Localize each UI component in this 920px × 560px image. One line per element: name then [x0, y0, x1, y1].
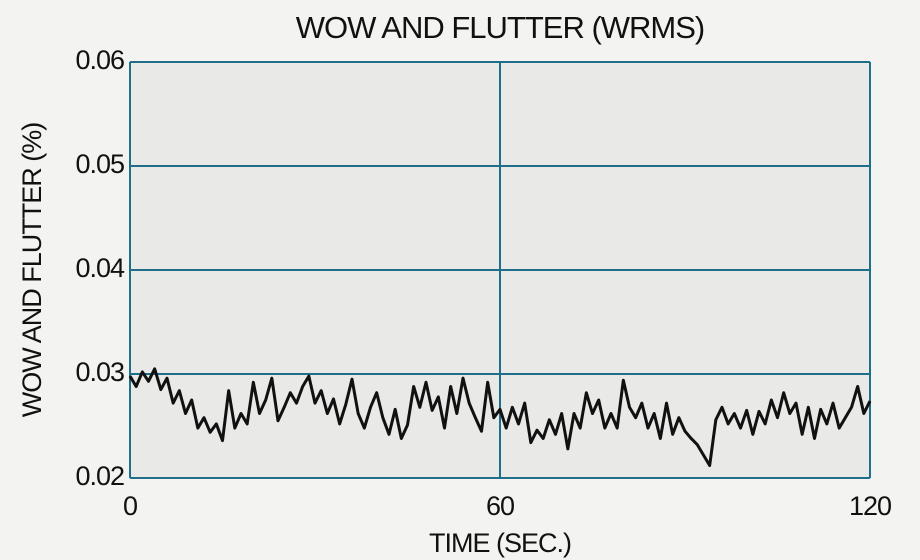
data-line [128, 367, 872, 468]
x-tick-label: 120 [849, 491, 891, 521]
y-tick-label: 0.04 [75, 253, 125, 283]
y-tick-label: 0.06 [75, 45, 124, 75]
x-tick-label: 60 [486, 491, 514, 521]
y-tick-label: 0.03 [75, 357, 124, 387]
y-axis-label: WOW AND FLUTTER (%) [17, 123, 47, 417]
x-tick-label: 0 [123, 491, 137, 521]
y-tick-label: 0.05 [75, 149, 124, 179]
y-tick-label: 0.02 [75, 461, 124, 491]
chart-title: WOW AND FLUTTER (WRMS) [296, 10, 705, 45]
x-axis-label: TIME (SEC.) [429, 528, 571, 558]
